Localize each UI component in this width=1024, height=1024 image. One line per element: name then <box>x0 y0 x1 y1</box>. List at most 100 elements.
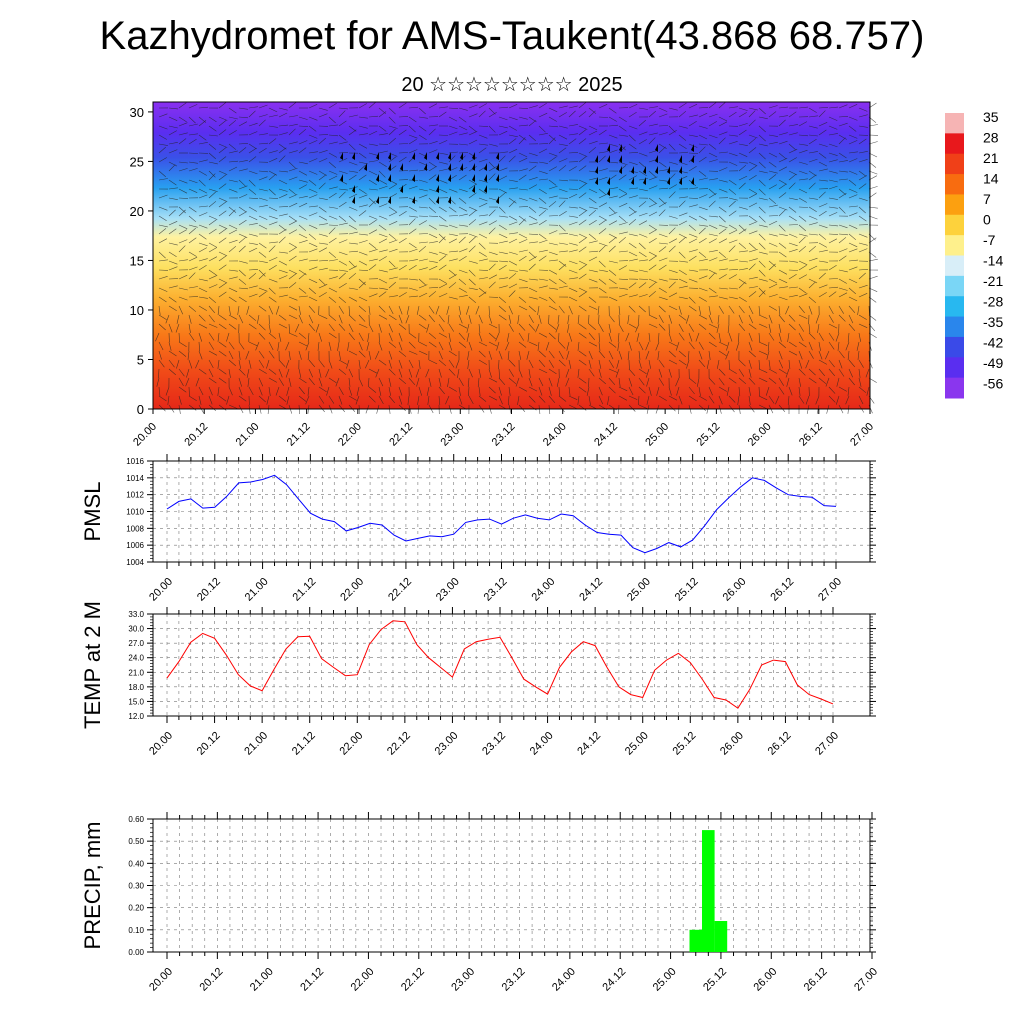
wind-barb <box>848 151 858 154</box>
wind-barb <box>648 278 658 283</box>
wind-barb <box>858 323 868 328</box>
wind-flag <box>388 163 391 171</box>
wind-barb <box>228 287 238 293</box>
wind-barb <box>217 359 220 369</box>
wind-barb <box>748 305 754 315</box>
wind-barb <box>618 278 629 280</box>
wind-barb <box>218 237 227 244</box>
wind-barb <box>538 395 546 403</box>
wind-barb <box>698 323 707 330</box>
wind-barb <box>658 305 666 313</box>
wind-barb <box>518 124 529 127</box>
wind-barb <box>678 305 682 315</box>
wind-barb <box>388 193 397 199</box>
wind-barb <box>548 287 558 290</box>
wind-barb <box>698 296 707 302</box>
wind-barb <box>838 233 849 236</box>
wind-barb <box>298 272 306 280</box>
wind-barb <box>248 293 258 298</box>
wind-barb <box>418 206 428 209</box>
wind-barb <box>528 287 538 293</box>
wind-barb <box>598 202 608 208</box>
wind-barb <box>847 350 850 361</box>
x-tick-label: 23.12 <box>500 966 528 994</box>
wind-barb <box>248 156 257 163</box>
wind-barb <box>198 332 203 342</box>
wind-barb <box>328 251 337 259</box>
wind-barb <box>318 404 325 413</box>
wind-barb <box>228 143 237 150</box>
wind-barb <box>257 314 260 324</box>
wind-barb <box>728 239 738 244</box>
wind-barb <box>428 341 437 348</box>
x-tick-label: 20.00 <box>147 576 175 604</box>
wind-barb <box>378 161 387 167</box>
wind-barb <box>208 386 213 396</box>
wind-barb <box>748 107 758 111</box>
wind-barb <box>668 161 678 165</box>
wind-barb <box>498 368 500 379</box>
wind-barb <box>488 377 498 383</box>
wind-barb <box>548 314 550 325</box>
wind-barb <box>528 263 536 271</box>
wind-barb <box>608 260 618 264</box>
wind-barb <box>428 287 439 289</box>
wind-barb <box>378 256 387 262</box>
wind-barb <box>508 323 514 332</box>
wind-barb <box>628 187 638 190</box>
wind-barb <box>608 237 617 244</box>
wind-barb <box>628 386 634 396</box>
wind-barb <box>458 197 467 204</box>
wind-flag <box>448 163 451 171</box>
wind-barb <box>528 105 538 109</box>
wind-barb <box>568 386 571 396</box>
wind-barb <box>588 350 593 360</box>
wind-barb <box>348 395 357 401</box>
wind-barb <box>598 215 607 221</box>
wind-barb <box>858 114 868 118</box>
wind-barb <box>468 314 472 324</box>
wind-barb <box>838 292 848 298</box>
wind-barb <box>718 101 726 109</box>
wind-barb <box>248 215 258 221</box>
wind-barb <box>698 194 708 199</box>
wind-barb <box>268 125 278 128</box>
wind-barb <box>498 264 507 271</box>
wind-barb <box>217 332 220 342</box>
wind-barb <box>798 350 803 360</box>
wind-barb <box>318 284 328 289</box>
wind-barb <box>548 377 553 387</box>
wind-barb <box>798 359 803 369</box>
wind-barb <box>798 106 809 109</box>
wind-barb <box>638 201 647 208</box>
wind-barb <box>458 224 468 227</box>
wind-barb <box>218 291 227 298</box>
wind-barb <box>426 323 430 333</box>
wind-barb <box>528 165 537 172</box>
wind-barb <box>168 209 176 217</box>
wind-barb <box>698 170 707 177</box>
wind-barb <box>628 368 636 376</box>
wind-barb <box>798 332 804 342</box>
wind-barb <box>375 368 380 378</box>
wind-barb <box>848 158 858 163</box>
wind-barb <box>445 395 450 405</box>
wind-barb <box>668 125 676 133</box>
wind-barb <box>758 152 766 160</box>
wind-barb <box>728 332 733 342</box>
wind-barb <box>738 129 747 136</box>
wind-barb <box>478 258 488 262</box>
wind-barb <box>818 168 828 172</box>
wind-barb <box>668 350 676 358</box>
wind-barb <box>838 314 846 322</box>
wind-barb <box>787 395 790 406</box>
wind-barb <box>358 188 367 195</box>
wind-barb <box>578 260 588 266</box>
wind-barb <box>498 305 506 313</box>
wind-barb <box>258 291 267 298</box>
wind-barb <box>588 197 597 204</box>
wind-barb <box>708 102 717 109</box>
wind-barb <box>508 197 517 204</box>
wind-barb <box>538 133 548 136</box>
wind-barb <box>458 132 468 136</box>
